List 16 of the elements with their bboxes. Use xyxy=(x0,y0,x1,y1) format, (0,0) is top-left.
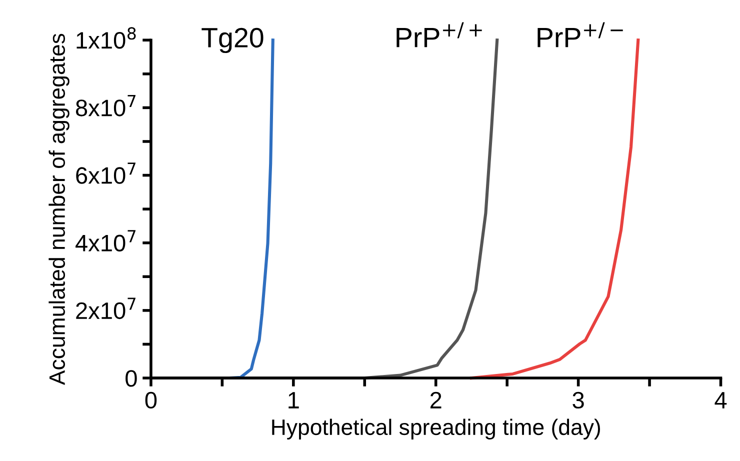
series-label: PrP$^{+/−}$ xyxy=(538,22,623,48)
y-tick-label: 8x10$^{7}$ xyxy=(76,94,136,116)
series-label: Tg20 xyxy=(202,28,264,54)
series-label: PrP$^{+/+}$ xyxy=(396,22,482,48)
x-tick-label: 3 xyxy=(572,392,584,409)
x-axis-title: Hypothetical spreading time (day) xyxy=(272,418,600,440)
y-tick-label: 1x10$^{8}$ xyxy=(76,27,136,49)
y-tick-label: 2x10$^{7}$ xyxy=(76,298,136,320)
y-tick-label: 4x10$^{7}$ xyxy=(76,230,136,252)
x-tick-label: 4 xyxy=(714,392,727,408)
y-axis-title: Accumulated number of aggregates xyxy=(48,34,70,386)
y-tick-label: 0 xyxy=(126,370,137,387)
x-tick-label: 2 xyxy=(430,392,442,408)
x-tick-label: 0 xyxy=(145,392,157,409)
y-tick-label: 6x10$^{7}$ xyxy=(76,162,136,184)
x-tick-label: 1 xyxy=(288,392,299,408)
